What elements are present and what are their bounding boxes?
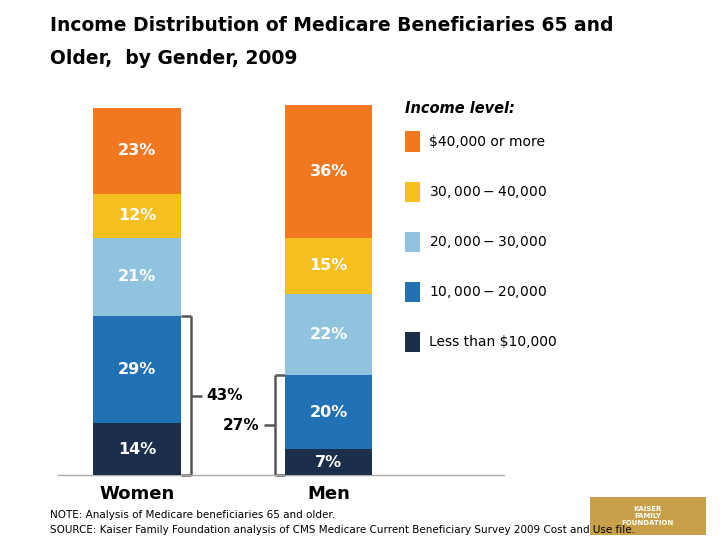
Text: 12%: 12% <box>118 208 156 223</box>
Text: KAISER
FAMILY
FOUNDATION: KAISER FAMILY FOUNDATION <box>622 505 674 526</box>
Bar <box>94 109 181 193</box>
Text: Less than $10,000: Less than $10,000 <box>429 335 557 349</box>
Text: 7%: 7% <box>315 455 342 470</box>
Bar <box>94 238 181 316</box>
Text: Older,  by Gender, 2009: Older, by Gender, 2009 <box>50 49 298 68</box>
Bar <box>285 449 372 475</box>
FancyBboxPatch shape <box>405 332 420 352</box>
Text: NOTE: Analysis of Medicare beneficiaries 65 and older.: NOTE: Analysis of Medicare beneficiaries… <box>50 510 336 521</box>
Text: 36%: 36% <box>310 164 348 179</box>
Text: Income level:: Income level: <box>405 101 515 116</box>
Text: 20%: 20% <box>310 404 348 420</box>
Text: 27%: 27% <box>222 417 259 433</box>
Text: $30,000-$40,000: $30,000-$40,000 <box>429 184 547 200</box>
FancyBboxPatch shape <box>405 181 420 202</box>
Text: 29%: 29% <box>118 362 156 377</box>
Text: 21%: 21% <box>118 269 156 285</box>
FancyBboxPatch shape <box>405 281 420 302</box>
Text: 15%: 15% <box>310 258 348 273</box>
Text: 14%: 14% <box>118 442 156 457</box>
Text: $20,000-$30,000: $20,000-$30,000 <box>429 234 547 249</box>
Bar <box>94 316 181 423</box>
Text: $10,000-$20,000: $10,000-$20,000 <box>429 284 547 300</box>
Bar <box>94 193 181 238</box>
Bar <box>285 294 372 375</box>
Text: 43%: 43% <box>207 388 243 403</box>
Text: 22%: 22% <box>310 327 348 342</box>
Bar <box>285 238 372 294</box>
Bar <box>285 105 372 238</box>
FancyBboxPatch shape <box>405 131 420 152</box>
Bar <box>285 375 372 449</box>
Bar <box>94 423 181 475</box>
FancyBboxPatch shape <box>405 232 420 252</box>
Text: SOURCE: Kaiser Family Foundation analysis of CMS Medicare Current Beneficiary Su: SOURCE: Kaiser Family Foundation analysi… <box>50 525 635 535</box>
Text: Income Distribution of Medicare Beneficiaries 65 and: Income Distribution of Medicare Benefici… <box>50 16 614 35</box>
Text: $40,000 or more: $40,000 or more <box>429 134 545 149</box>
Text: 23%: 23% <box>118 144 156 158</box>
